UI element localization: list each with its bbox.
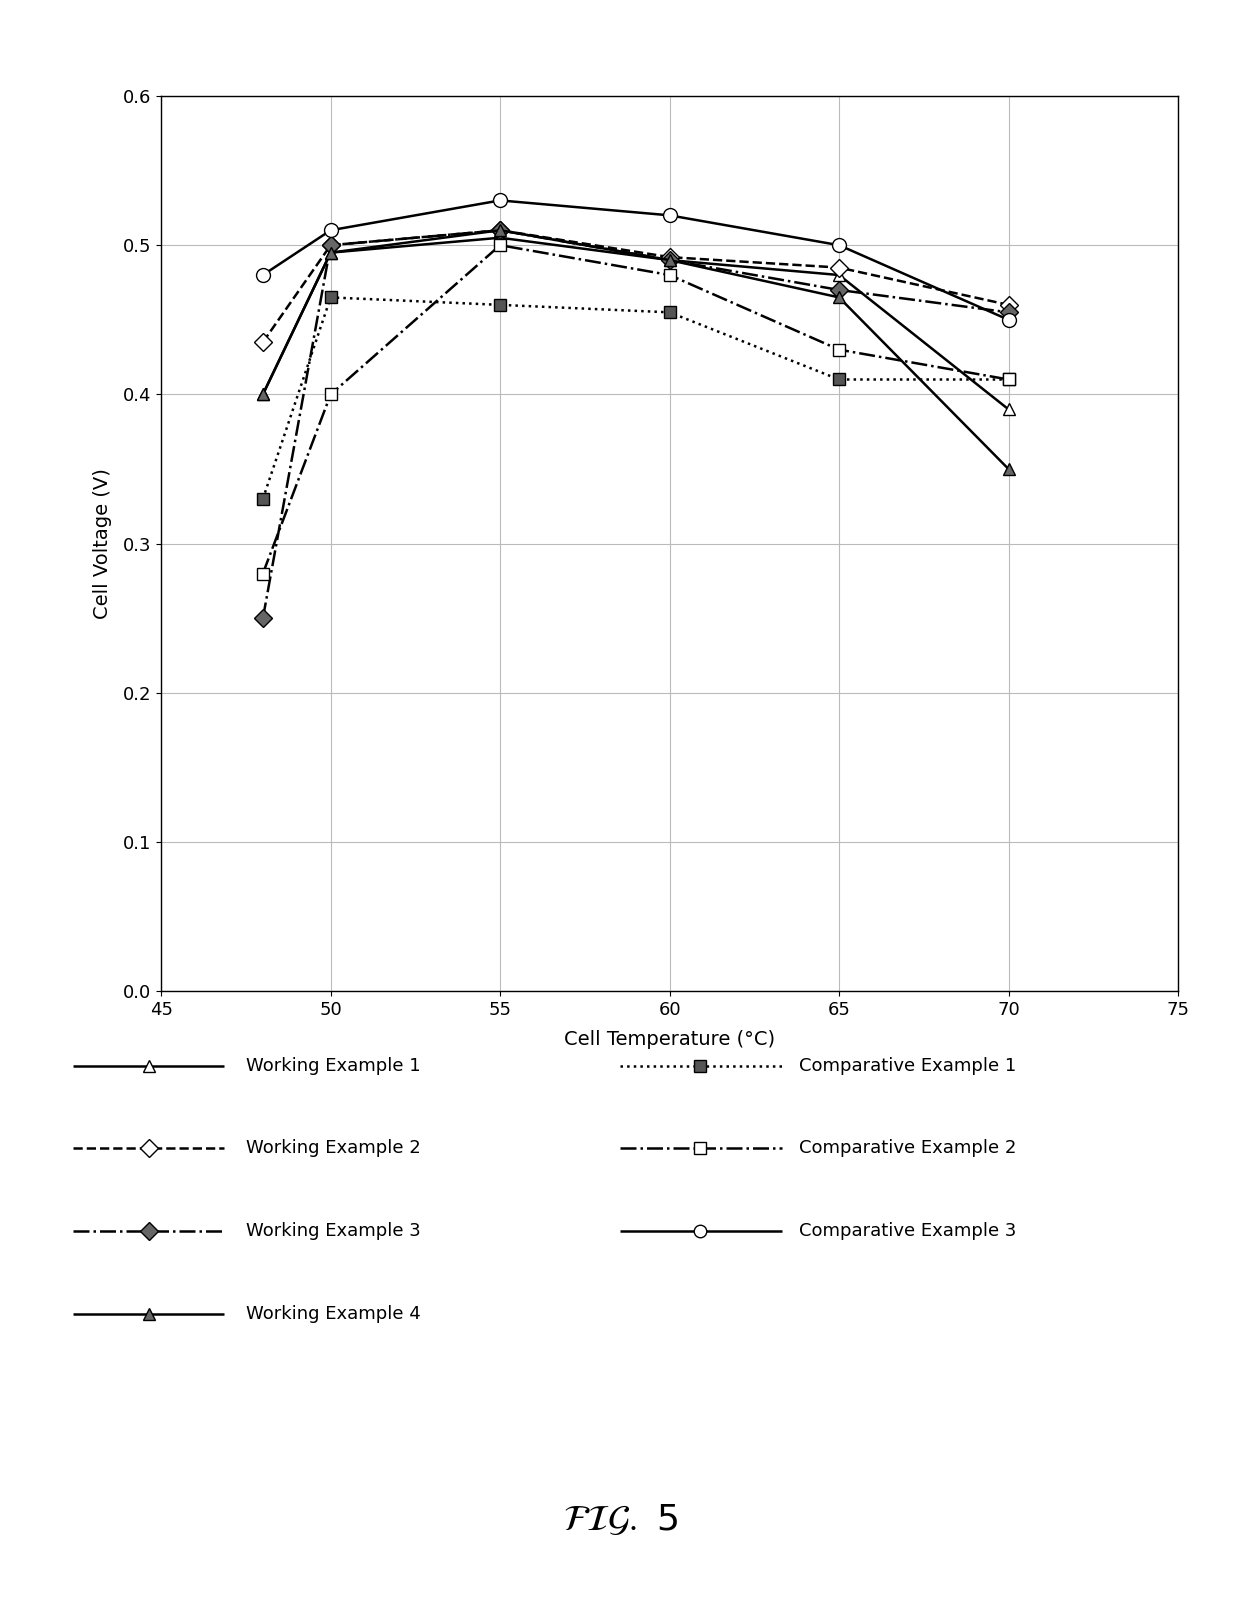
Text: Working Example 4: Working Example 4: [246, 1305, 420, 1322]
Text: Working Example 1: Working Example 1: [246, 1057, 420, 1075]
Y-axis label: Cell Voltage (V): Cell Voltage (V): [93, 469, 112, 619]
X-axis label: Cell Temperature (°C): Cell Temperature (°C): [564, 1030, 775, 1049]
Text: Working Example 2: Working Example 2: [246, 1138, 420, 1158]
Text: $\mathcal{FIG.}\ 5$: $\mathcal{FIG.}\ 5$: [563, 1501, 677, 1537]
Text: Working Example 3: Working Example 3: [246, 1222, 420, 1239]
Text: Comparative Example 2: Comparative Example 2: [799, 1138, 1016, 1158]
Text: Comparative Example 3: Comparative Example 3: [799, 1222, 1016, 1239]
Text: Comparative Example 1: Comparative Example 1: [799, 1057, 1016, 1075]
